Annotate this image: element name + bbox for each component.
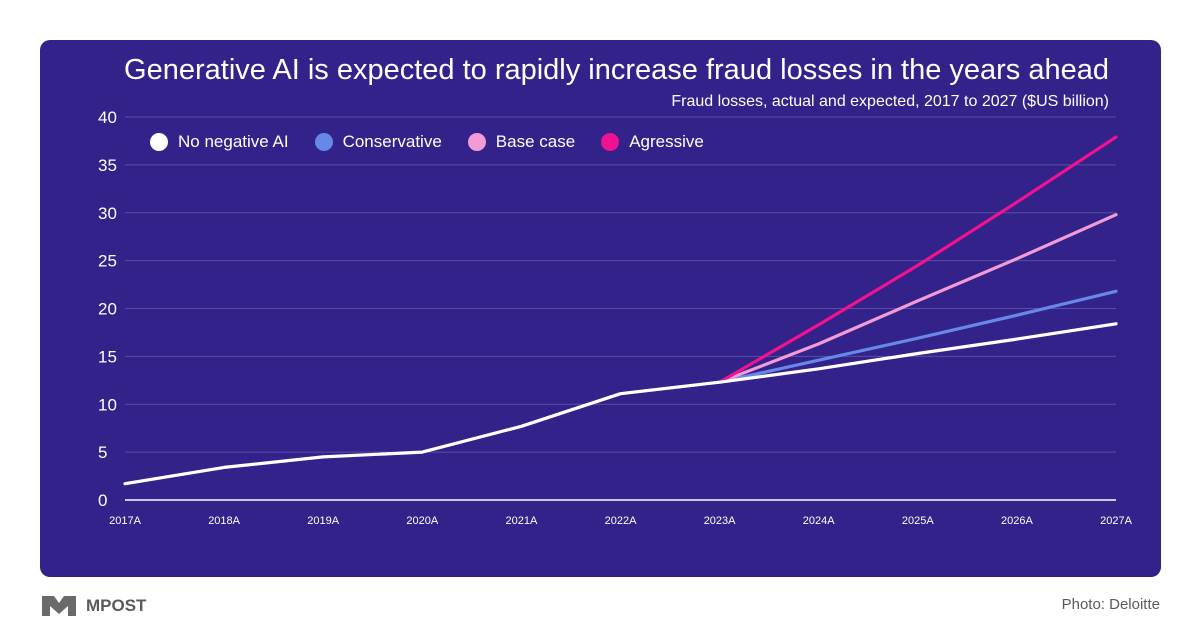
legend-item: No negative AI [150, 132, 289, 152]
x-tick-label: 2017A [109, 515, 141, 527]
photo-credit: Photo: Deloitte [1061, 596, 1160, 613]
chart-legend: No negative AI Conservative Base case Agres… [150, 132, 704, 152]
series-line-base-case [717, 213, 1118, 384]
y-tick-label: 30 [98, 204, 117, 223]
y-tick-label: 5 [98, 443, 107, 462]
chart-subtitle: Fraud losses, actual and expected, 2017 … [671, 93, 1109, 110]
series-line-conservative [717, 289, 1118, 384]
y-tick-label: 10 [98, 395, 117, 414]
x-tick-label: 2021A [505, 515, 537, 527]
brand-logo: MPOST [40, 594, 146, 618]
mpost-logo-icon [42, 596, 76, 616]
brand-name: MPOST [86, 596, 147, 615]
y-tick-label: 20 [98, 300, 117, 319]
legend-swatch [467, 133, 486, 151]
legend-swatch [601, 133, 620, 151]
legend-label: Conservative [342, 132, 442, 151]
line-chart: 0 5 10 15 20 25 30 35 40 2017A 2018A 2019A 2020A 2021… [98, 108, 1133, 527]
legend-label: Agressive [629, 132, 704, 151]
legend-swatch [314, 133, 333, 151]
x-tick-label: 2027A [1100, 515, 1132, 527]
x-tick-label: 2019A [307, 515, 339, 527]
legend-item: Conservative [314, 132, 442, 152]
legend-label: No negative AI [178, 132, 289, 151]
x-tick-label: 2025A [902, 515, 934, 527]
chart-card: Generative AI is expected to rapidly inc… [40, 40, 1161, 577]
y-tick-label: 35 [98, 156, 117, 175]
series-line-agressive [717, 135, 1118, 384]
legend-item: Agressive [601, 132, 704, 152]
y-tick-label: 25 [98, 252, 117, 271]
y-tick-label: 0 [98, 491, 107, 510]
legend-label: Base case [495, 132, 576, 151]
x-tick-label: 2018A [208, 515, 240, 527]
x-tick-label: 2024A [803, 515, 835, 527]
x-tick-label: 2026A [1001, 515, 1033, 527]
legend-swatch [150, 133, 168, 151]
series-line-no-negative-ai [123, 322, 1118, 486]
chart-title: Generative AI is expected to rapidly inc… [124, 54, 1109, 86]
x-tick-label: 2022A [605, 515, 637, 527]
x-tick-label: 2023A [704, 515, 736, 527]
legend-item: Base case [467, 132, 576, 152]
x-tick-label: 2020A [406, 515, 438, 527]
y-tick-label: 15 [98, 347, 117, 366]
y-tick-label: 40 [98, 108, 117, 127]
